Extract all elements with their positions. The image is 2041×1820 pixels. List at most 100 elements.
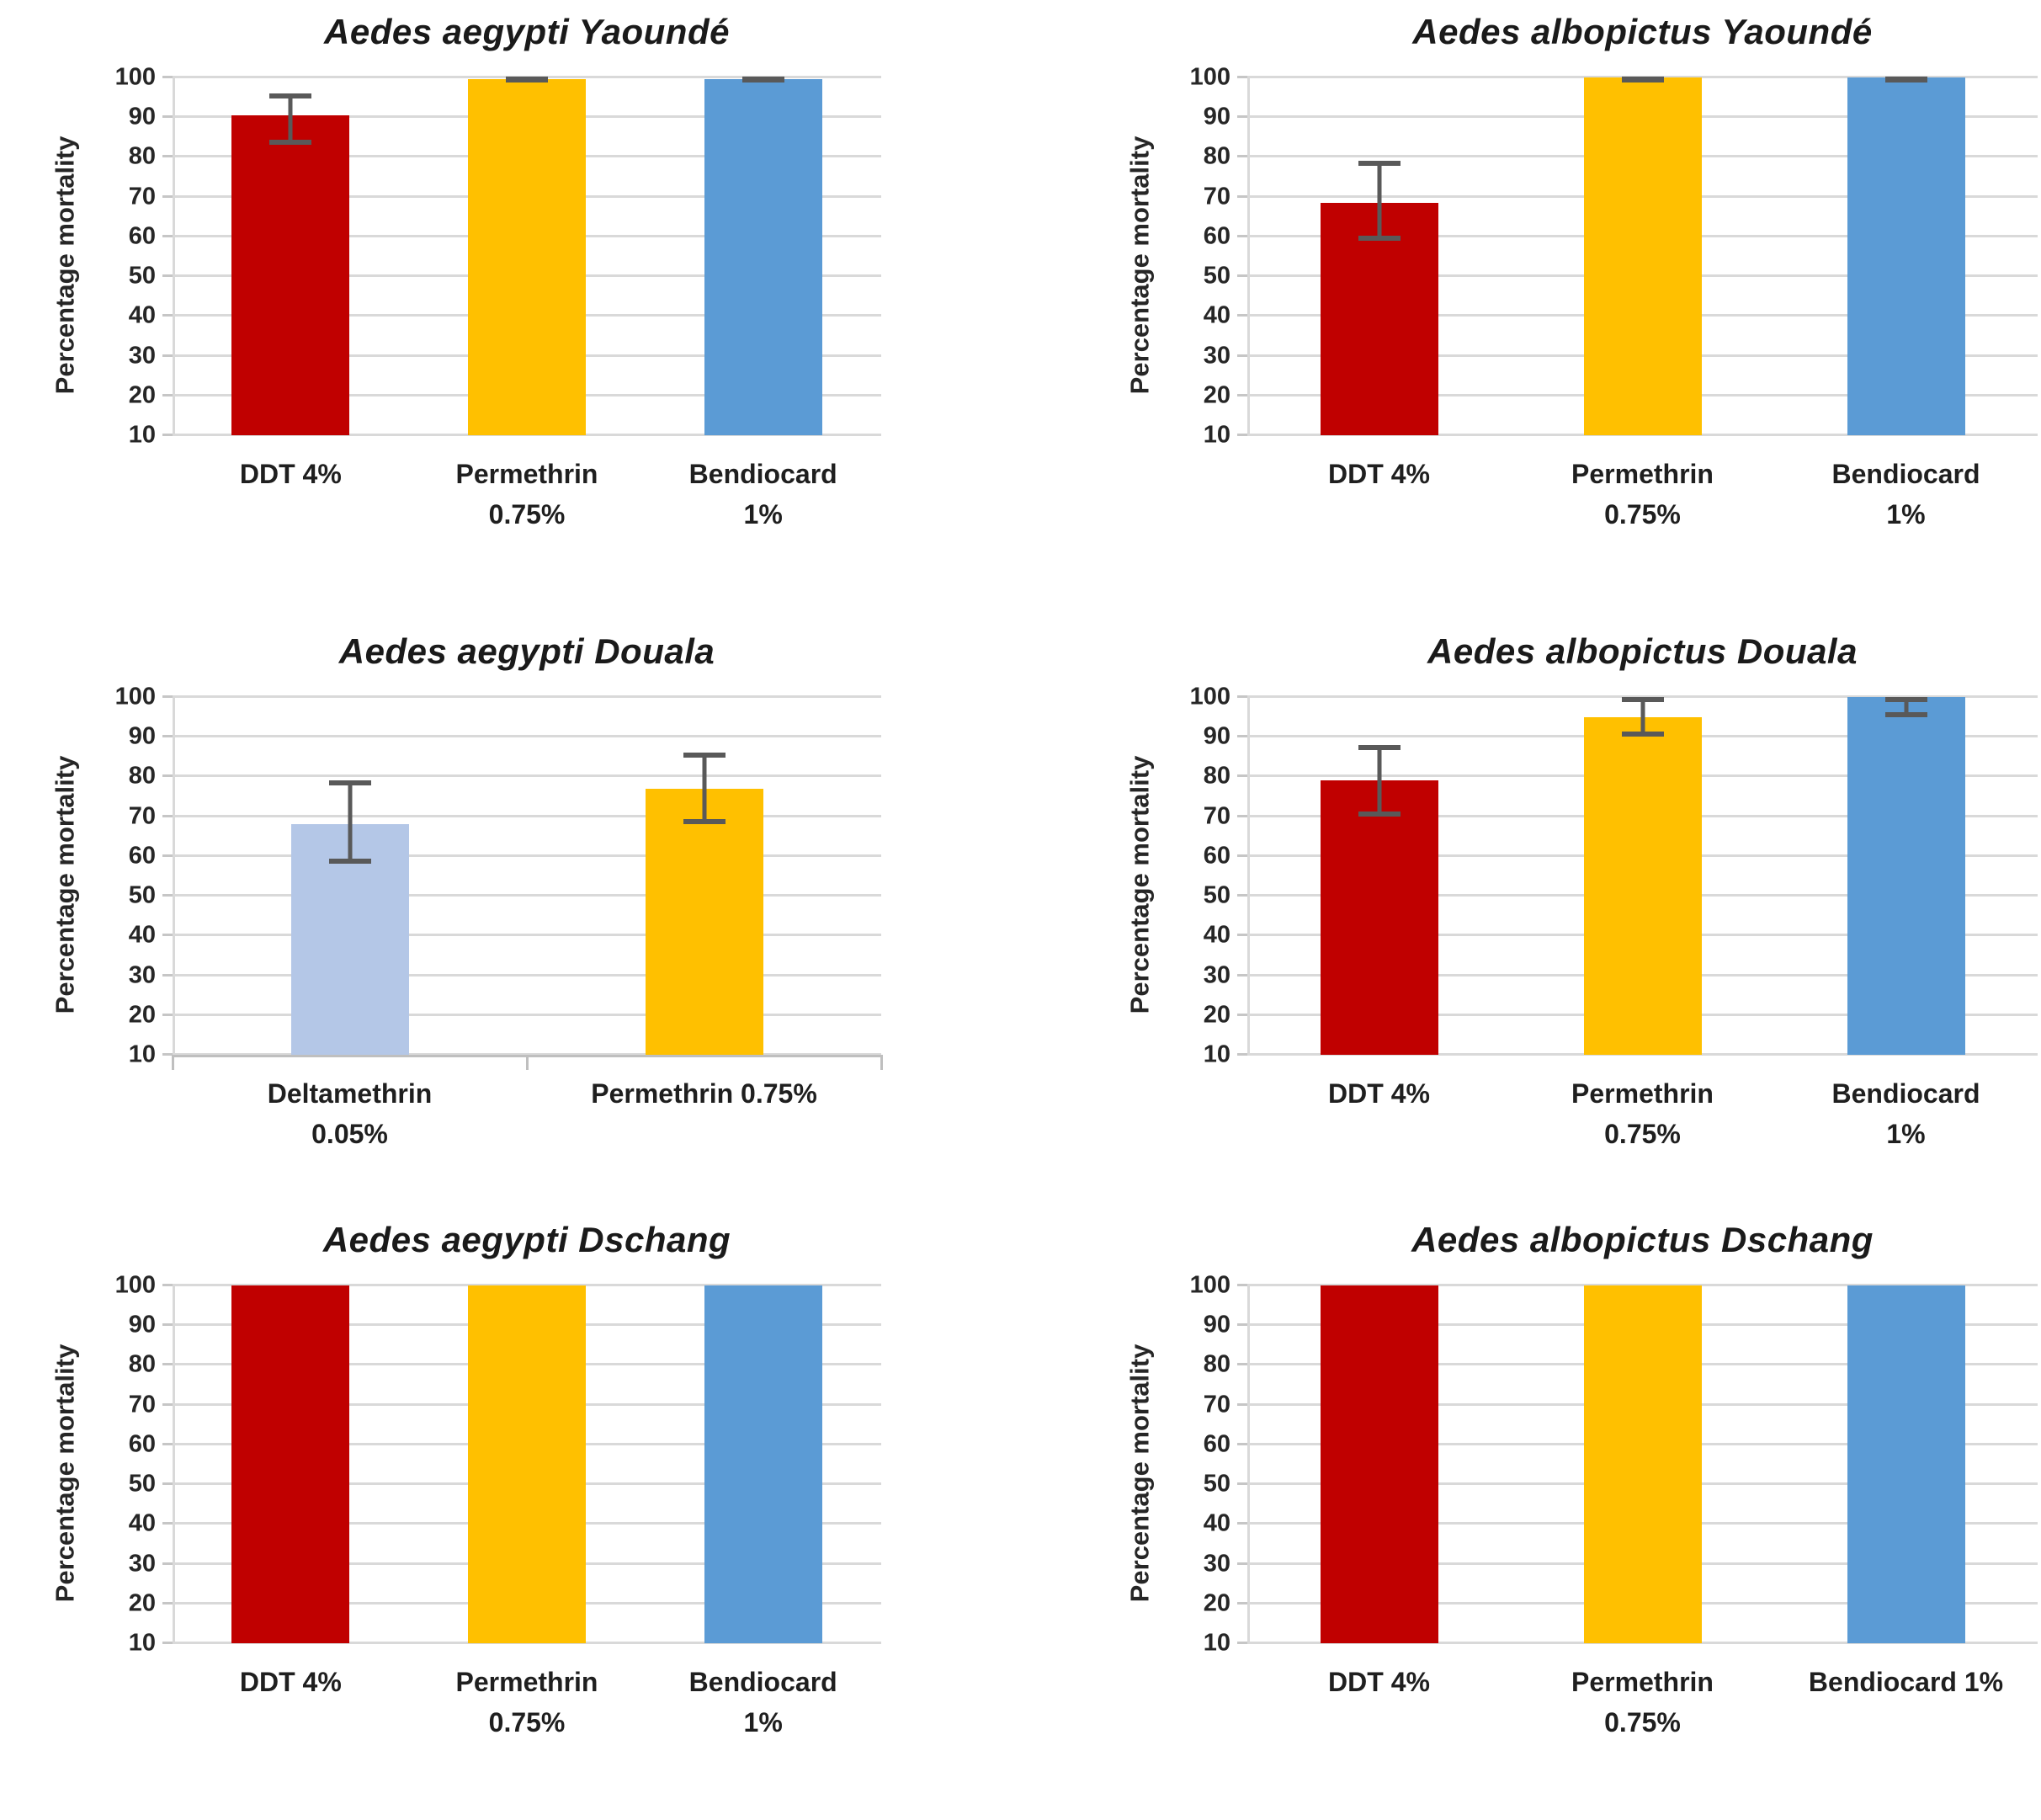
y-tick-label: 70 [128,183,156,210]
x-category-label-line: Permethrin [1571,1667,1714,1697]
y-axis-tick [162,854,173,857]
y-tick-label: 30 [1203,961,1230,989]
bar-slot [1774,697,2038,1055]
error-bar [1884,76,1927,83]
y-tick-label: 60 [1203,222,1230,250]
x-category-label-line: Bendiocard [1831,459,1980,489]
bar-slot [173,77,409,435]
gridline [173,1013,881,1016]
gridline [173,854,881,857]
y-tick-label: 50 [128,262,156,290]
y-axis-tick [1237,115,1247,119]
bars-layer [1247,76,2038,435]
bar-permethrin-0-75- [645,788,763,1055]
gridline [1247,1284,2038,1286]
y-axis-tick [1237,1601,1247,1604]
x-category-label-line: DDT 4% [1328,459,1430,489]
error-bar-line [702,753,706,825]
y-axis-tick [162,434,173,436]
y-tick-label: 30 [128,342,156,370]
error-bar-cap-bottom [741,76,784,82]
bars-layer [1247,697,2038,1055]
bar-slot [1247,697,1511,1055]
y-tick-label: 100 [1189,1271,1230,1299]
x-category-label-line: 0.05% [311,1119,388,1149]
error-bar [1621,76,1664,83]
error-bar [1358,744,1401,817]
y-axis-tick [1237,1642,1247,1644]
x-category-label: DDT 4% [173,1662,409,1743]
y-tick-label: 80 [128,142,156,170]
y-tick-label: 10 [1203,1629,1230,1657]
y-tick-label: 10 [128,421,156,449]
error-bar-cap-bottom [506,76,548,82]
y-tick-label: 50 [1203,1470,1230,1498]
y-axis-tick [162,155,173,158]
bars-layer [173,76,881,435]
bar-slot [409,1285,646,1643]
y-axis-tick [1237,735,1247,738]
y-axis-tick [1237,155,1247,158]
error-bar-line [1640,697,1645,737]
bar-slot [173,697,527,1055]
error-bar-cap-bottom [1358,235,1401,241]
gridline [173,894,881,897]
y-tick-label: 40 [128,1509,156,1537]
y-axis-tick [162,1363,173,1366]
y-axis-tick [162,1402,173,1406]
y-axis-line [1247,77,1250,435]
y-axis-title: Percentage mortality [46,1285,83,1660]
chart-title: Aedes aegypti Yaoundé [324,12,730,51]
y-tick-label: 40 [1203,1509,1230,1537]
y-axis-tick [1237,1053,1247,1056]
y-axis-tick [162,735,173,738]
y-tick-label: 100 [114,63,156,91]
error-bar-cap-top [1621,697,1664,703]
y-tick-label: 90 [1203,1311,1230,1338]
x-category-label: Permethrin 0.75% [409,1662,646,1743]
gridline [173,814,881,817]
y-axis-tick [1237,1522,1247,1525]
bar-bendiocard-1- [1847,697,1965,1055]
chart-title: Aedes albopictus Yaoundé [1412,12,1873,51]
x-labels-row: DDT 4% Permethrin 0.75% Bendiocard 1% [1247,454,2038,535]
chart-title: Aedes albopictus Dschang [1411,1220,1874,1259]
error-bar [1621,697,1664,737]
y-tick-label: 10 [128,1040,156,1068]
error-bar-line [1377,161,1381,241]
x-category-label-line: Permethrin [1571,459,1714,489]
y-tick-label: 80 [1203,142,1230,170]
x-category-label-line: DDT 4% [1328,1078,1430,1109]
y-axis-tick [162,695,173,698]
x-category-label: Bendiocard 1% [645,454,881,535]
bar-slot [645,1285,881,1643]
x-category-label-line: 0.75% [1604,1119,1681,1149]
y-axis-tick [1237,1363,1247,1366]
x-axis-tick [526,1055,529,1070]
y-axis-line [1247,697,1250,1055]
y-tick-label: 100 [114,1271,156,1299]
bar-permethrin-0-75- [1583,716,1702,1055]
y-axis-title: Percentage mortality [46,697,83,1072]
bar-ddt-4- [231,114,350,435]
bar-permethrin-0-75- [468,1285,586,1643]
y-axis-tick [162,1482,173,1486]
plot-area: Percentage mortality 100 90 80 70 60 50 40 30 20 1… [50,1273,881,1655]
bar-slot [645,76,881,435]
error-bar-cap-bottom [1358,811,1401,817]
chart-panel: Aedes albopictus Douala Percentage mortal… [1020,589,2041,1191]
chart-title: Aedes aegypti Douala [338,631,715,671]
y-tick-label: 10 [1203,1040,1230,1068]
y-tick-label: 30 [128,961,156,989]
error-bar-line [1377,744,1381,817]
y-axis-title: Percentage mortality [1121,77,1158,452]
x-category-label: Permethrin 0.75% [1511,1073,1774,1154]
bar-bendiocard-1- [704,1285,822,1643]
y-tick-label: 80 [1203,1350,1230,1378]
y-axis-tick [162,1013,173,1016]
bar-permethrin-0-75- [1583,77,1702,435]
y-tick-label: 70 [128,802,156,830]
y-axis-tick [1237,695,1247,698]
bar-slot [173,1285,409,1643]
